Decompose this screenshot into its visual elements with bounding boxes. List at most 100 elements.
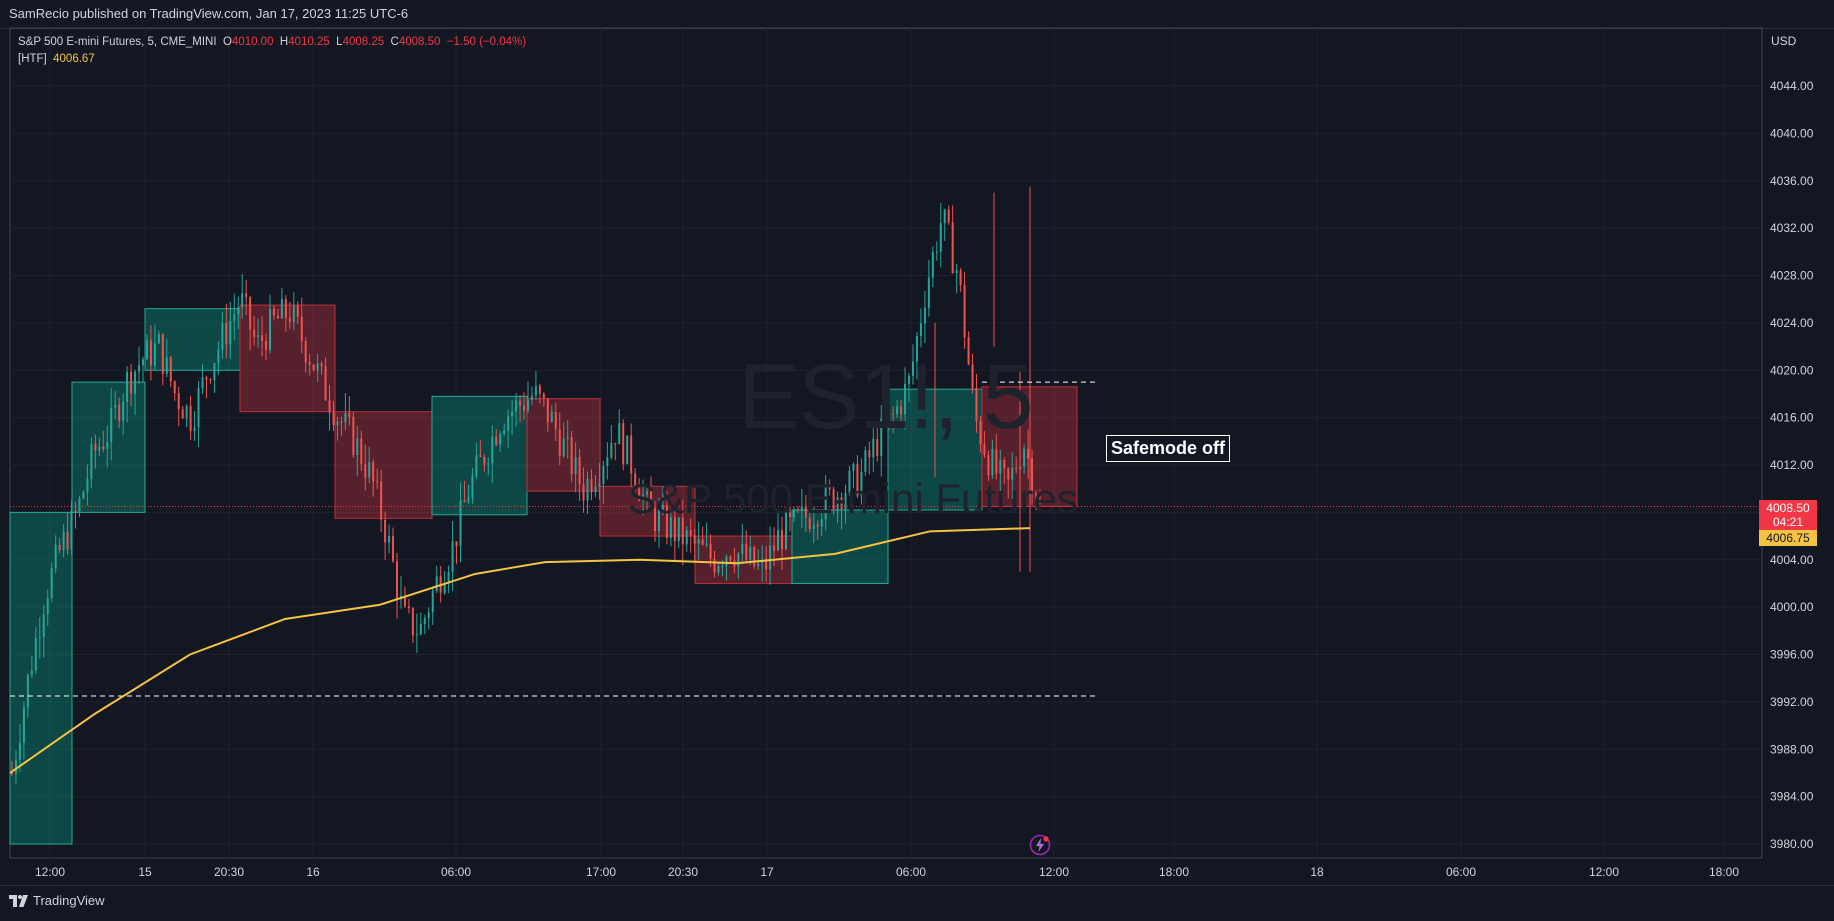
y-tick-label: 4044.00 [1770, 79, 1814, 93]
candle-body [864, 450, 867, 472]
candle-body [26, 674, 29, 708]
candle-body [229, 321, 232, 345]
candle-body [42, 614, 45, 637]
candle-body [638, 488, 641, 501]
candle-body [709, 543, 712, 559]
candle-body [598, 483, 601, 487]
candle-body [562, 438, 565, 457]
candle-body [205, 377, 208, 380]
candle-body [396, 561, 399, 599]
symbol-name-watermark: S&P 500 E-mini Futures [628, 475, 1078, 522]
candle-body [18, 742, 21, 760]
candle-body [149, 340, 152, 366]
candle-body [669, 517, 672, 539]
candle-body [816, 524, 819, 527]
tradingview-logo-icon [9, 894, 28, 907]
candle-body [1039, 500, 1041, 502]
x-tick-label: 12:00 [1039, 865, 1069, 879]
candle-body [765, 560, 768, 570]
candle-body [812, 524, 815, 529]
candle-body [201, 377, 204, 389]
candle-body [650, 491, 653, 509]
candle-body [745, 543, 748, 560]
candle-body [503, 430, 506, 435]
legend-open-value: 4010.00 [231, 36, 274, 48]
candle-body [324, 365, 327, 401]
candle-body [820, 519, 823, 527]
candle-body [975, 388, 978, 422]
flash-icon[interactable] [1029, 834, 1051, 856]
candle-body [967, 337, 970, 365]
candle-body [415, 634, 418, 636]
candle-body [558, 429, 561, 457]
candle-body [634, 473, 637, 489]
candle-body [757, 563, 760, 567]
candle-body [995, 449, 998, 474]
candle-body [896, 406, 899, 415]
y-tick-label: 3984.00 [1770, 790, 1814, 804]
candle-body [491, 436, 494, 464]
candle-body [189, 405, 192, 432]
candle-body [908, 375, 911, 384]
candle-body [959, 270, 962, 285]
candle-body [102, 446, 105, 450]
candle-body [999, 459, 1002, 474]
candle-body [773, 545, 776, 551]
candle-body [364, 464, 367, 478]
chart-legend[interactable]: S&P 500 E-mini Futures, 5, CME_MINI O401… [18, 34, 526, 68]
candle-body [86, 478, 89, 492]
candle-body [360, 438, 363, 465]
candle-body [939, 223, 942, 252]
candle-body [463, 500, 466, 503]
candle-body [284, 299, 287, 318]
candle-body [499, 434, 502, 445]
candle-body [487, 463, 490, 465]
candle-body [697, 539, 700, 544]
candle-body [741, 543, 744, 554]
candle-body [991, 449, 994, 476]
currency-label[interactable]: USD [1771, 34, 1797, 48]
candle-body [372, 462, 375, 482]
candle-body [689, 530, 692, 536]
candle-body [856, 464, 859, 496]
htf-box [9, 511, 73, 845]
y-tick-label: 3980.00 [1770, 837, 1814, 851]
candle-body [435, 576, 438, 592]
candle-body [852, 464, 855, 471]
candle-body [844, 493, 847, 510]
candle-body [114, 404, 117, 408]
candle-body [90, 443, 93, 479]
candle-body [280, 299, 283, 319]
candle-body [11, 772, 13, 774]
candle-body [848, 470, 851, 494]
candle-body [519, 400, 522, 406]
candle-body [348, 413, 351, 417]
candle-body [122, 401, 125, 421]
candle-body [356, 438, 359, 456]
candle-body [145, 340, 148, 360]
legend-symbol[interactable]: S&P 500 E-mini Futures, 5, CME_MINI [18, 36, 217, 48]
y-tick-label: 4024.00 [1770, 316, 1814, 330]
htf-box [334, 411, 433, 519]
candle-body [376, 481, 379, 483]
legend-change: −1.50 (−0.04%) [446, 36, 527, 48]
tradingview-brand[interactable]: TradingView [9, 893, 105, 908]
x-tick-label: 20:30 [214, 865, 244, 879]
candle-body [955, 270, 958, 274]
candle-body [681, 517, 684, 545]
candle-body [237, 307, 240, 315]
candle-body [618, 423, 621, 445]
candle-body [570, 437, 573, 474]
candle-body [308, 362, 311, 365]
candle-body [979, 421, 982, 445]
candle-body [737, 553, 740, 567]
candle-body [34, 637, 37, 671]
candle-body [276, 315, 279, 319]
candle-body [479, 455, 482, 457]
legend-htf-label[interactable]: [HTF] [18, 53, 47, 65]
candle-body [824, 486, 827, 520]
candle-body [530, 395, 533, 400]
candle-body [62, 531, 65, 550]
publisher-text: SamRecio published on TradingView.com, J… [9, 6, 409, 21]
